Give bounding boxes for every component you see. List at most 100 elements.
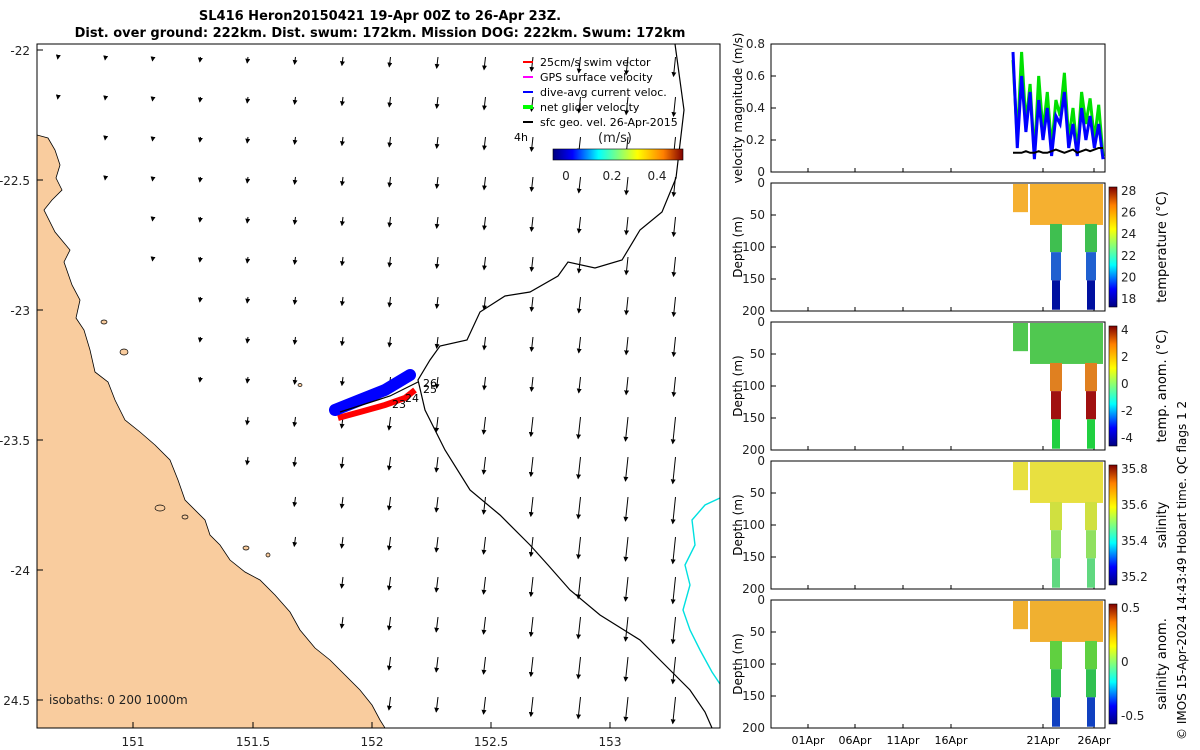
velocity-arrow — [576, 456, 582, 480]
velocity-arrow — [528, 456, 534, 478]
panel-x-tick-label: 21Apr — [1026, 734, 1060, 747]
velocity-arrow — [670, 456, 676, 485]
map-x-tick-label: 152.5 — [474, 735, 508, 749]
velocity-arrow — [387, 96, 393, 108]
velocity-arrow — [528, 656, 534, 678]
panel-colorbar-tick-label: 35.6 — [1121, 498, 1148, 512]
panel-x-tick-label: 01Apr — [791, 734, 825, 747]
panel-colorbar-tick-label: 35.8 — [1121, 462, 1148, 476]
section-block — [1051, 252, 1061, 281]
velocity-arrow — [482, 376, 487, 391]
velocity-arrow — [386, 416, 392, 431]
footer-note: © IMOS 15-Apr-2024 14:43:49 Hobart time.… — [1175, 401, 1189, 740]
velocity-arrow — [481, 616, 487, 635]
section-block — [1051, 391, 1061, 420]
panel-y-tick-label: 0.6 — [746, 69, 765, 83]
section-block — [1087, 280, 1095, 310]
panel-y-tick-label: 200 — [742, 304, 765, 318]
velocity-arrow — [339, 136, 345, 147]
panel-y-label: Depth (m) — [731, 355, 745, 416]
colorbar-tick-label: 0 — [562, 169, 570, 183]
velocity-arrow — [624, 216, 630, 236]
velocity-arrow — [482, 176, 487, 191]
velocity-arrow — [623, 416, 629, 442]
panel-y-tick-label: 150 — [742, 550, 765, 564]
surface-velocity-vectors — [55, 54, 677, 725]
velocity-arrow — [197, 96, 203, 103]
isobath-200m — [417, 44, 713, 728]
velocity-arrow — [576, 216, 582, 234]
velocity-arrow — [670, 576, 676, 605]
velocity-arrow — [434, 616, 440, 633]
panel-y-tick-label: 0 — [757, 315, 765, 329]
velocity-arrow — [623, 696, 629, 722]
legend-label: sfc geo. vel. 26-Apr-2015 — [540, 116, 678, 129]
velocity-arrow — [481, 496, 487, 515]
map-y-tick-label: 24.5 — [3, 694, 30, 708]
velocity-arrow — [482, 296, 487, 311]
velocity-arrow — [529, 336, 535, 353]
velocity-arrow — [339, 336, 345, 347]
velocity-arrow — [292, 496, 298, 508]
velocity-arrow — [245, 56, 251, 64]
velocity-arrow — [482, 56, 487, 71]
legend-label: 25cm/s swim vector — [540, 56, 651, 69]
panel-y-tick-label: 50 — [750, 208, 765, 222]
velocity-arrow — [529, 376, 535, 393]
velocity-arrow — [150, 216, 156, 222]
panel-temperature: 0 50 100 150 200 Depth (m) 28 26 24 22 20 18 tempera… — [731, 176, 1170, 318]
panel-colorbar-tick-label: -0.5 — [1121, 709, 1144, 723]
panel-colorbar-tick-label: -2 — [1121, 404, 1133, 418]
velocity-arrow — [623, 496, 629, 522]
glider-swim-vectors — [337, 387, 417, 421]
section-block — [1013, 184, 1028, 213]
velocity-arrow — [434, 536, 440, 553]
track-day-label: 25 — [423, 383, 437, 396]
panel-colorbar-tick-label: 26 — [1121, 206, 1136, 220]
panel-x-tick-label: 06Apr — [838, 734, 872, 747]
section-block — [1087, 697, 1095, 727]
velocity-arrow — [339, 376, 345, 387]
panel-y-tick-label: 0.8 — [746, 37, 765, 51]
velocity-arrow — [481, 696, 487, 715]
section-block — [1013, 323, 1028, 352]
velocity-arrow — [386, 656, 392, 671]
velocity-arrow — [624, 56, 630, 76]
velocity-arrow — [434, 256, 440, 270]
section-block — [1087, 419, 1095, 449]
track-day-label: 26 — [423, 377, 437, 390]
glider-track — [329, 369, 419, 421]
velocity-arrow — [670, 536, 676, 565]
velocity-arrow — [292, 296, 298, 305]
velocity-arrow — [623, 656, 629, 682]
section-block — [1086, 391, 1096, 420]
velocity-arrow — [245, 456, 250, 466]
velocity-arrow — [529, 56, 535, 73]
velocity-arrow — [671, 56, 677, 78]
map-x-tick-label: 151 — [122, 735, 145, 749]
legend-label: net glider velocity — [540, 101, 640, 114]
panel-colorbar — [1108, 186, 1118, 308]
velocity-arrow — [292, 136, 298, 145]
velocity-arrow — [434, 656, 440, 673]
velocity-arrow — [624, 96, 630, 116]
velocity-arrow — [197, 136, 203, 143]
velocity-arrow — [529, 136, 535, 153]
panel-salinity: 0 50 100 150 200 Depth (m) 35.8 35.6 35.4 35.2 sal… — [731, 454, 1170, 596]
map-y-tick-label: -23.5 — [0, 434, 30, 448]
velocity-arrow — [482, 96, 487, 111]
velocity-arrow — [292, 416, 298, 428]
velocity-arrow — [292, 216, 298, 225]
velocity-arrow — [576, 376, 582, 394]
glider-dive-avg-current — [329, 369, 416, 416]
velocity-arrow — [623, 616, 629, 642]
chart-title-line-1: SL416 Heron20150421 19-Apr 00Z to 26-Apr… — [198, 9, 562, 24]
panel-x-tick-label: 11Apr — [886, 734, 920, 747]
velocity-arrow — [434, 416, 440, 433]
velocity-arrow — [576, 96, 582, 114]
velocity-series-line — [1011, 51, 1105, 160]
velocity-arrow — [339, 616, 345, 629]
velocity-arrow — [624, 176, 630, 196]
velocity-arrow — [292, 56, 298, 65]
colorbar-tick-label: 0.2 — [602, 169, 621, 183]
